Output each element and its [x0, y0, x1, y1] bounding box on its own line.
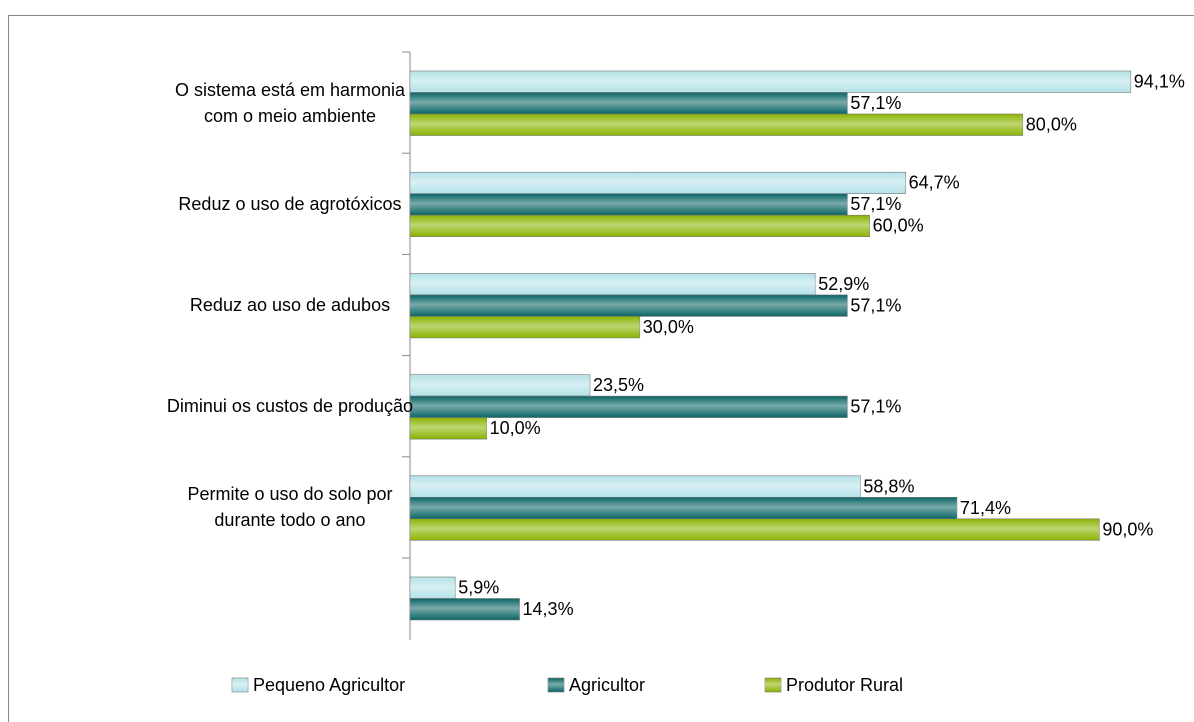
category-label: Permite o uso do solo por durante todo o…: [187, 484, 393, 531]
category-label: Reduz ao uso de adubos: [189, 295, 391, 315]
value-label: 57,1%: [850, 295, 901, 315]
legend-label: Pequeno Agricultor: [253, 675, 405, 695]
value-label: 90,0%: [1102, 519, 1153, 539]
value-label: 23,5%: [593, 375, 644, 395]
value-label: 58,8%: [863, 476, 914, 496]
bar-shine: [410, 518, 1100, 541]
value-label: 60,0%: [873, 216, 924, 236]
legend-label: Produtor Rural: [786, 675, 903, 695]
bar-shine: [410, 294, 848, 317]
value-label: 14,3%: [523, 599, 574, 619]
value-label: 52,9%: [818, 274, 869, 294]
bar-shine: [410, 497, 957, 519]
bar-shine: [410, 374, 591, 397]
legend-swatch-shine: [548, 678, 564, 692]
bar-shine: [410, 475, 861, 498]
value-label: 71,4%: [960, 498, 1011, 518]
bar-shine: [410, 114, 1023, 136]
category-label: Reduz o uso de agrotóxicos: [178, 193, 402, 214]
value-label: 5,9%: [458, 578, 499, 598]
bar-shine: [410, 215, 870, 237]
chart-border: [8, 15, 1194, 722]
legend-label: Agricultor: [569, 675, 645, 695]
value-label: 94,1%: [1134, 72, 1185, 92]
bar-shine: [410, 598, 520, 620]
legend-swatch-shine: [232, 678, 248, 692]
bar-shine: [410, 92, 848, 114]
bar-shine: [410, 71, 1131, 93]
value-label: 10,0%: [490, 418, 541, 438]
value-label: 64,7%: [909, 173, 960, 193]
value-label: 57,1%: [850, 93, 901, 113]
bar-shine: [410, 417, 487, 440]
bar-shine: [410, 577, 456, 599]
bar-shine: [410, 273, 816, 295]
bar-shine: [410, 193, 848, 216]
bar-shine: [410, 396, 848, 418]
bar-shine: [410, 316, 640, 338]
legend-swatch-shine: [765, 678, 781, 692]
value-label: 57,1%: [850, 397, 901, 417]
category-label: Diminui os custos de produção: [166, 396, 414, 417]
value-label: 30,0%: [643, 317, 694, 337]
value-label: 57,1%: [850, 194, 901, 214]
category-label: O sistema está em harmonia com o meio am…: [174, 79, 406, 126]
bar-shine: [410, 172, 906, 194]
value-label: 80,0%: [1026, 115, 1077, 135]
